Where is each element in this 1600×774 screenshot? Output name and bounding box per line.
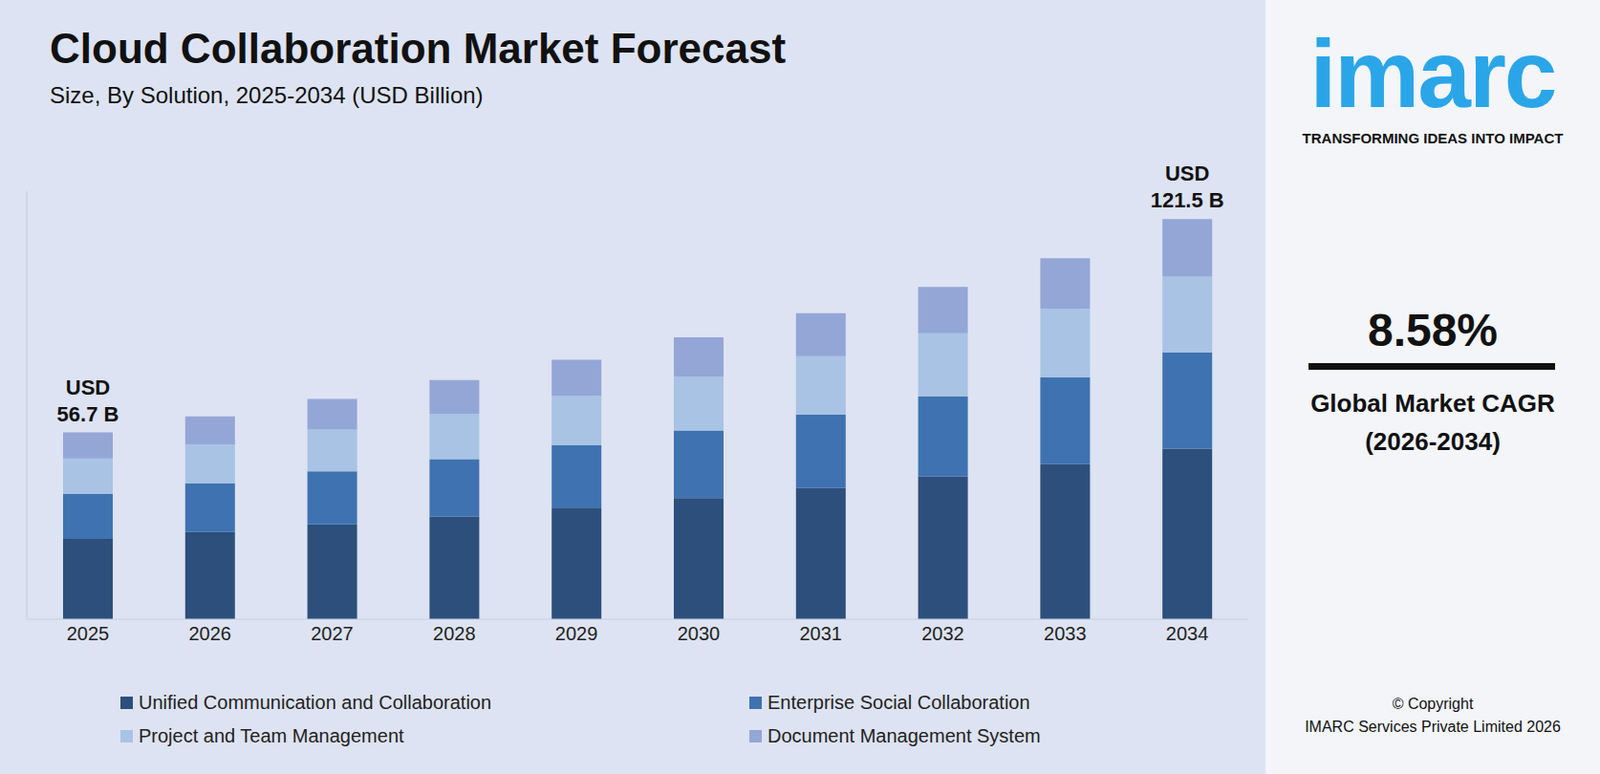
svg-text:2029: 2029 bbox=[555, 623, 599, 645]
svg-text:2031: 2031 bbox=[799, 623, 843, 645]
svg-text:USD: USD bbox=[1165, 161, 1210, 186]
html-text:Unified Communication and Coll: Unified Communication and Collaboration bbox=[138, 691, 492, 714]
svg-text:2033: 2033 bbox=[1043, 623, 1087, 645]
html-text:Document Management System: Document Management System bbox=[767, 725, 1041, 747]
html-text:IMARC Services Private Limited: IMARC Services Private Limited 2026 bbox=[1304, 718, 1561, 736]
svg-text:2027: 2027 bbox=[310, 623, 354, 645]
html-text:8.58%: 8.58% bbox=[1367, 304, 1498, 356]
svg-text:2034: 2034 bbox=[1166, 623, 1210, 645]
svg-text:121.5 B: 121.5 B bbox=[1150, 188, 1225, 213]
html-text:TRANSFORMING IDEAS INTO IMPACT: TRANSFORMING IDEAS INTO IMPACT bbox=[1302, 129, 1564, 147]
svg-text:56.7 B: 56.7 B bbox=[57, 402, 120, 427]
html-text:Size, By Solution, 2025-2034 (: Size, By Solution, 2025-2034 (USD Billio… bbox=[49, 82, 484, 109]
svg-text:USD: USD bbox=[65, 375, 110, 400]
html-text:Project and Team Management: Project and Team Management bbox=[138, 725, 404, 747]
html-text:Cloud Collaboration Market For: Cloud Collaboration Market Forecast bbox=[49, 24, 786, 72]
svg-text:2032: 2032 bbox=[921, 623, 965, 645]
svg-text:2026: 2026 bbox=[188, 623, 232, 645]
html-text:Enterprise Social Collaboratio: Enterprise Social Collaboration bbox=[767, 691, 1030, 714]
html-text:imarc: imarc bbox=[1310, 20, 1556, 128]
svg-text:2025: 2025 bbox=[66, 623, 110, 645]
svg-text:2028: 2028 bbox=[432, 623, 476, 645]
svg-text:2030: 2030 bbox=[677, 623, 721, 645]
html-text:Global Market CAGR (2026-2034): Global Market CAGR (2026-2034) bbox=[1310, 389, 1555, 456]
html-text:© Copyright: © Copyright bbox=[1392, 695, 1474, 713]
